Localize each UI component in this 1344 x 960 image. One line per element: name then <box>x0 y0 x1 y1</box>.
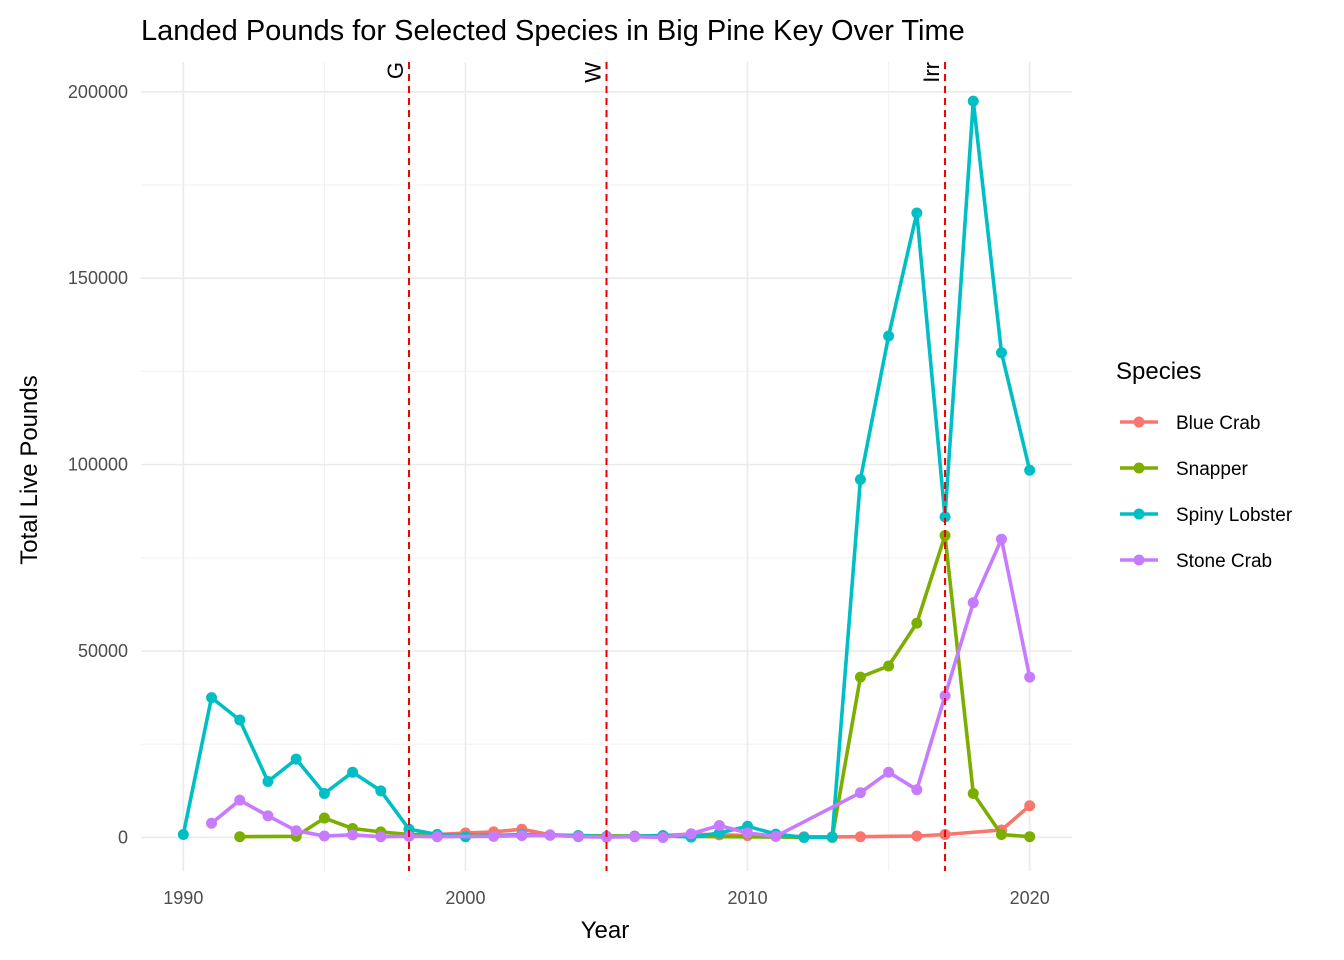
legend-key-point <box>1133 508 1145 520</box>
data-point <box>234 794 246 806</box>
series-lines <box>177 95 1036 843</box>
y-tick-label: 200000 <box>68 82 128 102</box>
data-point <box>347 766 359 778</box>
data-point <box>544 829 556 841</box>
series-line <box>237 533 1032 840</box>
data-point <box>234 831 246 843</box>
data-point <box>911 784 923 796</box>
y-tick-label: 50000 <box>78 641 128 661</box>
data-point <box>375 831 387 843</box>
data-point <box>572 831 584 843</box>
legend: Species Blue Crab Snapper Spiny Lobster Sto… <box>1116 358 1293 572</box>
legend-key-point <box>1133 554 1145 566</box>
chart-title: Landed Pounds for Selected Species in Bi… <box>141 15 965 47</box>
x-tick-label: 2010 <box>728 888 768 908</box>
data-point <box>1024 671 1036 683</box>
data-point <box>657 831 669 843</box>
data-point <box>431 831 443 843</box>
data-point <box>967 95 979 107</box>
data-point <box>939 690 951 702</box>
data-point <box>995 347 1007 359</box>
data-point <box>685 828 697 840</box>
x-axis-title: Year <box>581 917 630 944</box>
data-point <box>290 753 302 765</box>
data-point <box>995 533 1007 545</box>
data-point <box>234 714 246 726</box>
x-tick-label: 1990 <box>163 888 203 908</box>
reference-line-label: W <box>581 62 606 83</box>
reference-lines: G W Irr <box>383 62 947 871</box>
data-point <box>911 207 923 219</box>
data-point <box>516 830 528 842</box>
data-point <box>854 831 866 843</box>
legend-label: Spiny Lobster <box>1176 505 1293 526</box>
legend-label: Snapper <box>1176 459 1249 480</box>
y-tick-label: 100000 <box>68 455 128 475</box>
data-point <box>742 827 754 839</box>
data-point <box>318 830 330 842</box>
series-line <box>209 537 1032 840</box>
data-point <box>347 829 359 841</box>
data-point <box>290 825 302 837</box>
legend-key-point <box>1133 462 1145 474</box>
data-point <box>883 766 895 778</box>
data-point <box>629 831 641 843</box>
y-tick-label: 150000 <box>68 268 128 288</box>
legend-label: Stone Crab <box>1176 551 1272 572</box>
data-point <box>262 776 274 788</box>
axis-ticks: 1990 2000 2010 2020 0 50000 100000 150000 200000 <box>68 82 1050 908</box>
data-point <box>854 671 866 683</box>
data-point <box>967 787 979 799</box>
data-point <box>713 820 725 832</box>
data-point <box>177 828 189 840</box>
data-point <box>883 330 895 342</box>
x-tick-label: 2000 <box>445 888 485 908</box>
data-point <box>262 810 274 822</box>
data-point <box>488 830 500 842</box>
legend-label: Blue Crab <box>1176 413 1261 434</box>
y-tick-label: 0 <box>118 827 128 847</box>
data-point <box>206 817 218 829</box>
reference-line-label: Irr <box>919 62 944 83</box>
data-point <box>995 828 1007 840</box>
data-point <box>206 692 218 704</box>
data-point <box>318 812 330 824</box>
data-point <box>911 830 923 842</box>
data-point <box>883 660 895 672</box>
legend-key-point <box>1133 416 1145 428</box>
data-point <box>854 787 866 799</box>
data-point <box>911 617 923 629</box>
data-point <box>1024 831 1036 843</box>
y-axis-title: Total Live Pounds <box>16 375 43 564</box>
data-point <box>854 474 866 486</box>
data-point <box>318 787 330 799</box>
data-point <box>967 597 979 609</box>
reference-line-label: G <box>383 62 408 79</box>
x-tick-label: 2020 <box>1010 888 1050 908</box>
data-point <box>601 831 612 843</box>
data-point <box>770 830 782 842</box>
data-point <box>826 831 838 843</box>
data-point <box>1024 800 1036 812</box>
data-point <box>939 511 951 523</box>
data-point <box>1024 464 1036 476</box>
data-point <box>798 831 810 843</box>
legend-title: Species <box>1116 358 1201 385</box>
data-point <box>375 785 387 797</box>
